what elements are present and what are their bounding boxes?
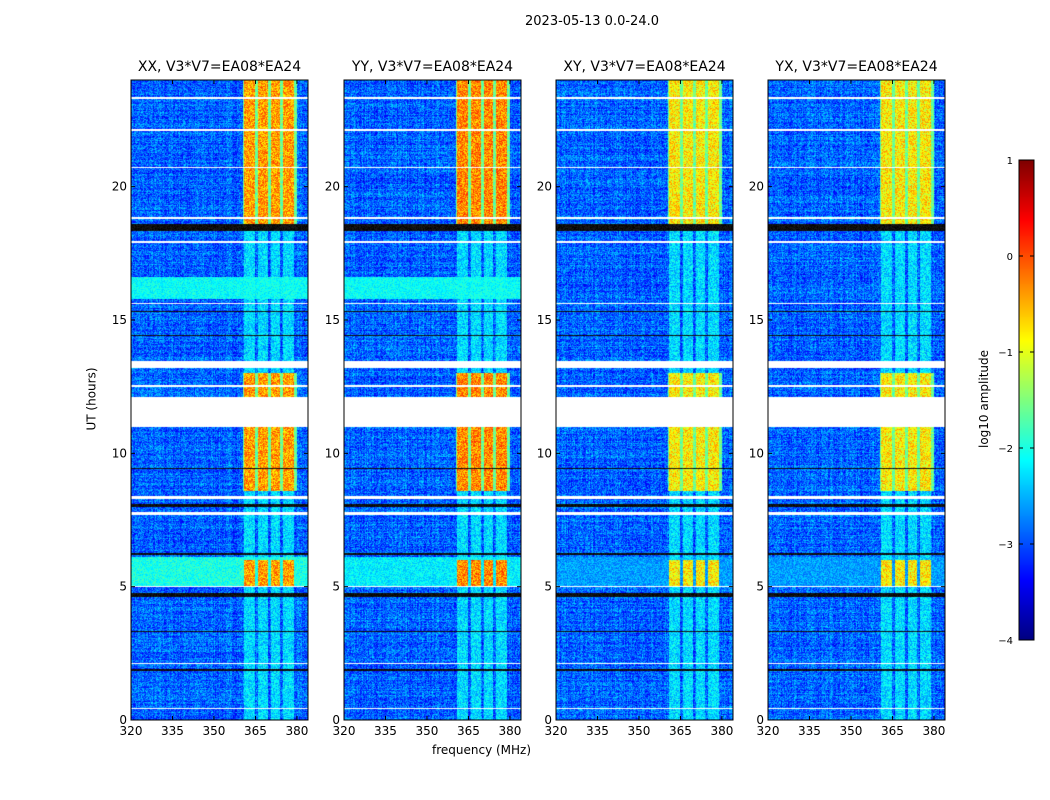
x-tick-label: 320 xyxy=(545,724,568,738)
panel-frame xyxy=(555,79,734,721)
x-tick-label: 350 xyxy=(203,724,226,738)
y-tick-label: 10 xyxy=(537,446,552,460)
y-tick-label: 20 xyxy=(112,180,127,194)
x-tick-label: 320 xyxy=(757,724,780,738)
y-tick-label: 5 xyxy=(332,580,340,594)
heatmap-panel-2 xyxy=(344,80,521,720)
heatmap-panel-1 xyxy=(131,80,308,720)
x-tick-label: 380 xyxy=(710,724,733,738)
y-tick-label: 5 xyxy=(544,580,552,594)
y-tick-label: 15 xyxy=(325,313,340,327)
x-axis-label: frequency (MHz) xyxy=(432,743,532,757)
x-tick-label: 380 xyxy=(922,724,945,738)
x-tick-label: 380 xyxy=(498,724,521,738)
y-tick-label: 0 xyxy=(756,713,764,727)
panel-title: YX, V3*V7=EA08*EA24 xyxy=(775,59,938,75)
y-tick-label: 20 xyxy=(537,180,552,194)
y-tick-label: 15 xyxy=(537,313,552,327)
x-tick-label: 320 xyxy=(333,724,356,738)
colorbar-tick-label: 1 xyxy=(1007,156,1013,167)
panel-frame xyxy=(767,79,946,721)
y-tick-label: 20 xyxy=(749,180,764,194)
x-tick-label: 350 xyxy=(840,724,863,738)
x-tick-label: 365 xyxy=(669,724,692,738)
y-tick-label: 5 xyxy=(119,580,127,594)
y-tick-label: 20 xyxy=(325,180,340,194)
x-tick-label: 350 xyxy=(416,724,439,738)
x-tick-label: 335 xyxy=(374,724,397,738)
y-tick-label: 10 xyxy=(749,446,764,460)
x-tick-label: 335 xyxy=(798,724,821,738)
y-tick-label: 10 xyxy=(325,446,340,460)
y-tick-label: 15 xyxy=(749,313,764,327)
y-tick-label: 0 xyxy=(332,713,340,727)
panel-title: YY, V3*V7=EA08*EA24 xyxy=(351,59,514,75)
colorbar xyxy=(1019,160,1034,640)
panel-frame xyxy=(130,79,309,721)
heatmap-panel-4 xyxy=(768,80,945,720)
y-tick-label: 15 xyxy=(112,313,127,327)
colorbar-frame xyxy=(1018,159,1035,641)
colorbar-tick-label: −1 xyxy=(998,348,1013,359)
y-tick-label: 10 xyxy=(112,446,127,460)
x-tick-label: 320 xyxy=(120,724,143,738)
panel-title: XX, V3*V7=EA08*EA24 xyxy=(137,59,302,75)
colorbar-tick-label: −3 xyxy=(998,540,1013,551)
x-tick-label: 335 xyxy=(586,724,609,738)
colorbar-tick-label: −4 xyxy=(998,636,1013,647)
figure-title: 2023-05-13 0.0-24.0 xyxy=(525,14,659,29)
heatmap-panel-3 xyxy=(556,80,733,720)
colorbar-tick-label: −2 xyxy=(998,444,1013,455)
x-tick-label: 365 xyxy=(244,724,267,738)
x-tick-label: 365 xyxy=(457,724,480,738)
colorbar-tick-label: 0 xyxy=(1007,252,1013,263)
x-tick-label: 350 xyxy=(628,724,651,738)
x-tick-label: 335 xyxy=(161,724,184,738)
y-tick-label: 0 xyxy=(119,713,127,727)
x-tick-label: 380 xyxy=(285,724,308,738)
panel-title: XY, V3*V7=EA08*EA24 xyxy=(563,59,726,75)
panel-frame xyxy=(343,79,522,721)
y-tick-label: 5 xyxy=(756,580,764,594)
x-tick-label: 365 xyxy=(881,724,904,738)
y-tick-label: 0 xyxy=(544,713,552,727)
